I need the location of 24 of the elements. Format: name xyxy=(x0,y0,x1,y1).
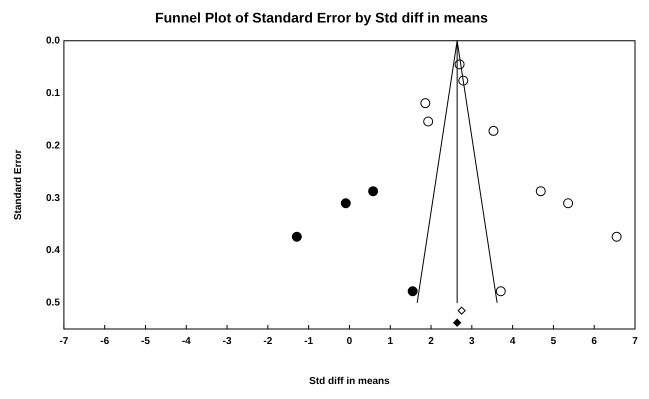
x-tick-label: -2 xyxy=(263,336,273,347)
y-tick-label: 0.3 xyxy=(46,192,60,204)
x-tick-label: 0 xyxy=(346,336,353,347)
x-tick-label: -5 xyxy=(141,336,150,347)
chart-title: Funnel Plot of Standard Error by Std diff in means xyxy=(155,9,488,26)
x-tick-label: -4 xyxy=(182,336,192,347)
x-tick-label: -7 xyxy=(59,336,69,347)
x-axis-title: Std diff in means xyxy=(309,376,390,387)
y-tick-label: 0.1 xyxy=(46,88,60,99)
x-tick-label: 5 xyxy=(550,336,557,347)
x-tick-label: -3 xyxy=(222,336,232,347)
x-tick-label: 3 xyxy=(469,336,476,347)
x-tick-label: 4 xyxy=(510,336,516,347)
x-tick-label: -1 xyxy=(304,336,314,347)
x-tick-label: 1 xyxy=(387,336,394,347)
x-tick-label: -6 xyxy=(100,336,110,347)
y-tick-label: 0.0 xyxy=(46,36,60,47)
y-axis-title: Standard Error xyxy=(12,150,24,220)
x-tick-label: 6 xyxy=(591,336,598,347)
x-tick-label: 2 xyxy=(428,336,434,347)
y-tick-label: 0.4 xyxy=(46,245,60,256)
x-tick-label: 7 xyxy=(632,336,638,347)
y-tick-label: 0.5 xyxy=(46,298,60,309)
y-tick-label: 0.2 xyxy=(46,140,60,152)
